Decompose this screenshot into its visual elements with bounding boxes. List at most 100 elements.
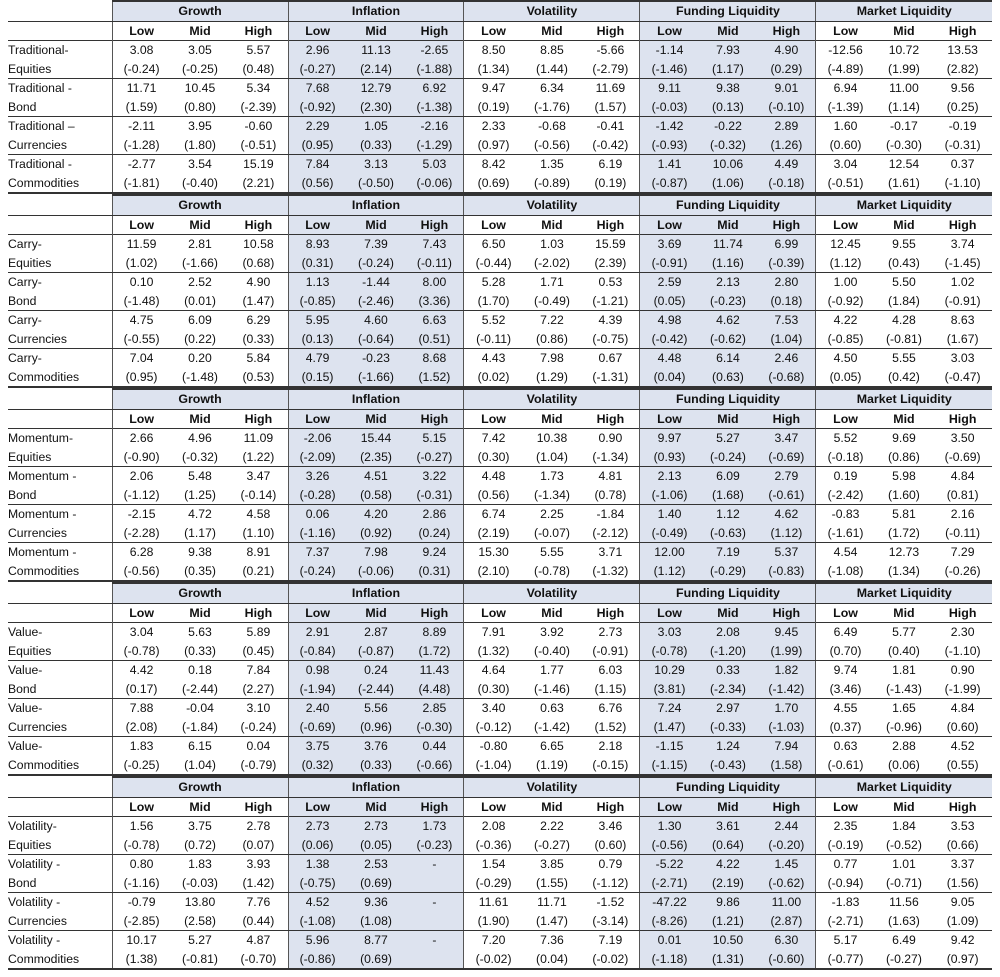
- regime-header: Mid: [893, 799, 915, 814]
- return-value: 3.75: [287, 736, 347, 756]
- t-statistic: (1.16): [698, 253, 758, 273]
- tstat-row: Equities (-0.78) (0.33) (0.45) (-0.84) (-0.87…: [8, 641, 992, 661]
- t-statistic: (-0.62): [698, 329, 758, 349]
- return-value: 11.61: [463, 892, 523, 912]
- t-statistic: (-0.24): [111, 59, 171, 79]
- return-value: 0.63: [522, 698, 582, 718]
- asset-label: Equities: [8, 253, 112, 273]
- regime-header: High: [596, 799, 625, 814]
- t-statistic: (-0.39): [757, 253, 816, 273]
- return-value: 7.53: [757, 310, 816, 330]
- return-value: 6.28: [111, 542, 171, 562]
- t-statistic: (-0.28): [287, 485, 347, 505]
- return-value: 8.89: [405, 622, 464, 642]
- header-corner: [8, 777, 112, 798]
- t-statistic: (1.52): [581, 717, 640, 737]
- factor-group-header: Growth: [111, 194, 288, 216]
- t-statistic: (1.09): [933, 911, 992, 931]
- t-statistic: (-1.48): [111, 291, 171, 311]
- t-statistic: (0.24): [405, 523, 464, 543]
- asset-label: Currencies: [8, 135, 112, 155]
- return-value: -5.66: [581, 40, 640, 60]
- t-statistic: (0.42): [874, 367, 934, 388]
- return-value: 0.67: [581, 348, 640, 368]
- t-statistic: (3.36): [405, 291, 464, 311]
- t-statistic: (-1.16): [287, 523, 347, 543]
- tstat-row: Equities (-0.24) (-0.25) (0.48) (-0.27) (2.14…: [8, 59, 992, 79]
- return-value: -1.42: [639, 116, 699, 136]
- factor-group-header: Funding Liquidity: [639, 388, 816, 410]
- regime-header: Mid: [893, 217, 915, 232]
- t-statistic: (-0.49): [522, 291, 582, 311]
- return-value: 11.13: [346, 40, 406, 60]
- return-value: 3.13: [346, 154, 406, 174]
- return-value: 0.04: [229, 736, 288, 756]
- return-value: 6.30: [757, 930, 816, 950]
- t-statistic: (-0.02): [463, 949, 523, 970]
- return-value: 6.19: [581, 154, 640, 174]
- return-value: 2.06: [111, 466, 171, 486]
- t-statistic: (0.37): [815, 717, 875, 737]
- return-value: 4.51: [346, 466, 406, 486]
- panel-table: Growth Inflation Volatility Funding Liquidi…: [8, 776, 992, 970]
- t-statistic: (-0.50): [346, 173, 406, 194]
- t-statistic: (0.93): [639, 447, 699, 467]
- t-statistic: (-0.90): [111, 447, 171, 467]
- return-value: 7.37: [287, 542, 347, 562]
- return-value: 4.87: [229, 930, 288, 950]
- return-value: 5.81: [874, 504, 934, 524]
- t-statistic: (-0.40): [522, 641, 582, 661]
- t-statistic: (-2.44): [346, 679, 406, 699]
- t-statistic: (-0.06): [405, 173, 464, 194]
- return-value: 1.82: [757, 660, 816, 680]
- return-value: 12.45: [815, 234, 875, 254]
- regime-header: Low: [111, 409, 171, 429]
- regime-header: High: [596, 605, 625, 620]
- regime-header: Low: [463, 409, 523, 429]
- return-value: 2.08: [698, 622, 758, 642]
- panel-table: Growth Inflation Volatility Funding Liquidi…: [8, 0, 992, 194]
- t-statistic: (-2.12): [581, 523, 640, 543]
- return-value: 1.65: [874, 698, 934, 718]
- t-statistic: (-0.40): [170, 173, 230, 194]
- return-value: 8.63: [933, 310, 992, 330]
- regime-header: Low: [463, 21, 523, 41]
- t-statistic: (-0.81): [170, 949, 230, 970]
- return-value: 3.37: [933, 854, 992, 874]
- tstat-row: Equities (-0.78) (0.72) (0.07) (0.06) (0.05)(…: [8, 835, 992, 855]
- return-value: 1.12: [698, 504, 758, 524]
- t-statistic: (0.44): [229, 911, 288, 931]
- return-value: 10.38: [522, 428, 582, 448]
- t-statistic: (-1.18): [639, 949, 699, 970]
- return-value: 4.64: [463, 660, 523, 680]
- return-value: 5.17: [815, 930, 875, 950]
- t-statistic: (-0.84): [287, 641, 347, 661]
- t-statistic: (-0.78): [522, 561, 582, 582]
- t-statistic: (-0.69): [757, 447, 816, 467]
- return-value: 7.98: [522, 348, 582, 368]
- return-value: 9.11: [639, 78, 699, 98]
- return-value: 12.73: [874, 542, 934, 562]
- t-statistic: (1.80): [170, 135, 230, 155]
- return-value: 9.55: [874, 234, 934, 254]
- regime-header: High: [244, 23, 273, 38]
- return-value: -0.22: [698, 116, 758, 136]
- return-value: 7.20: [463, 930, 523, 950]
- t-statistic: (-2.85): [111, 911, 171, 931]
- regime-header: High: [405, 797, 464, 817]
- strategy-label: Carry-: [8, 348, 112, 368]
- t-statistic: (1.15): [581, 679, 640, 699]
- asset-label: Equities: [8, 641, 112, 661]
- return-value: 2.59: [639, 272, 699, 292]
- t-statistic: (0.40): [874, 641, 934, 661]
- factor-group-header: Market Liquidity: [815, 582, 992, 604]
- return-value: 5.95: [287, 310, 347, 330]
- factor-group-header: Inflation: [287, 0, 464, 22]
- t-statistic: (-1.03): [757, 717, 816, 737]
- factor-group-header: Volatility: [463, 194, 640, 216]
- t-statistic: (-0.29): [698, 561, 758, 582]
- regime-header: High: [405, 603, 464, 623]
- regime-header: Mid: [346, 21, 406, 41]
- factor-group-header: Volatility: [463, 0, 640, 22]
- return-value: -0.17: [874, 116, 934, 136]
